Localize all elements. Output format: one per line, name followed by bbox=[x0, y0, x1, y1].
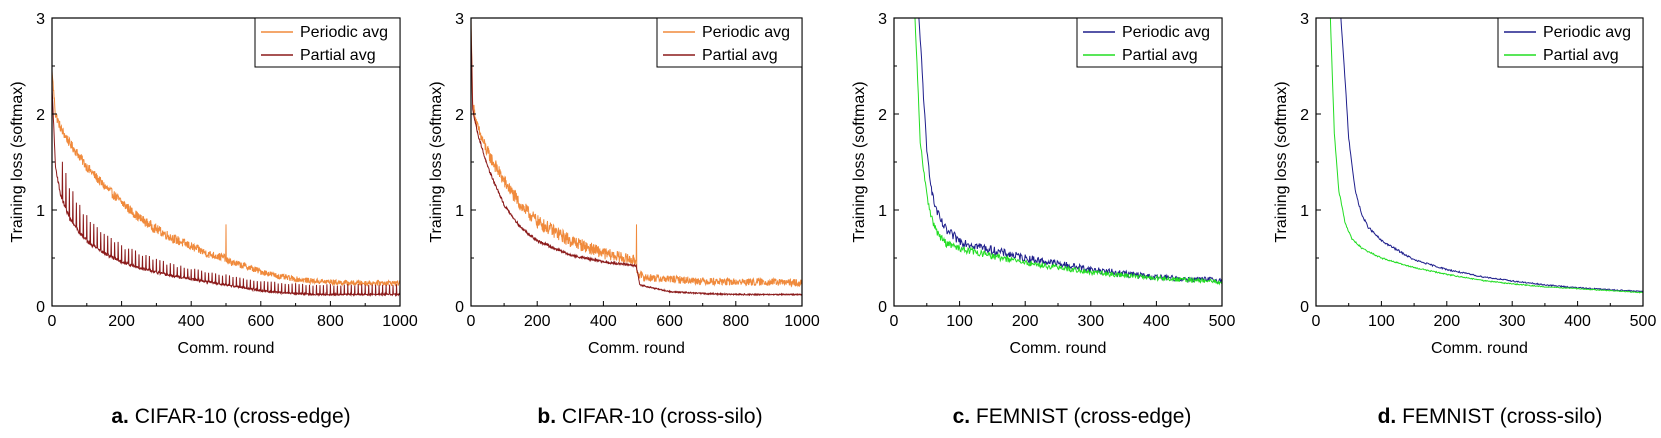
chart-c-xlabel: Comm. round bbox=[1010, 340, 1107, 357]
chart-b: 0 200 400 600 800 1000 0 1 2 3 Comm. round Training… bbox=[428, 11, 820, 357]
chart-b-xtick-label: 1000 bbox=[784, 313, 820, 330]
chart-c-xtick-label: 300 bbox=[1077, 313, 1104, 330]
chart-a-ytick-label: 1 bbox=[36, 203, 45, 220]
chart-b-legend bbox=[656, 17, 803, 68]
chart-a-legend bbox=[254, 17, 401, 68]
chart-a-ytick-label: 0 bbox=[36, 299, 45, 316]
chart-b-xtick-label: 800 bbox=[722, 313, 749, 330]
chart-d-caption-letter: d. bbox=[1377, 405, 1397, 428]
chart-a-ytick-label: 3 bbox=[36, 11, 45, 28]
chart-d-xtick-label: 100 bbox=[1368, 313, 1395, 330]
chart-b-caption: b. CIFAR-10 (cross-silo) bbox=[537, 405, 762, 429]
chart-a-caption-text: CIFAR-10 (cross-edge) bbox=[128, 405, 351, 428]
chart-a-ylabel: Training loss (softmax) bbox=[9, 81, 26, 242]
chart-b-caption-text: CIFAR-10 (cross-silo) bbox=[556, 405, 763, 428]
chart-c-legend-label-0: Periodic avg bbox=[1122, 24, 1210, 41]
chart-d-ytick-label: 1 bbox=[1300, 203, 1309, 220]
chart-a-caption: a. CIFAR-10 (cross-edge) bbox=[111, 405, 350, 429]
chart-b-ytick-label: 2 bbox=[455, 107, 464, 124]
chart-c-ytick-label: 3 bbox=[878, 11, 887, 28]
chart-b-legend-label-1: Partial avg bbox=[702, 47, 778, 64]
chart-a-xlabel: Comm. round bbox=[178, 340, 275, 357]
chart-d-xtick-label: 200 bbox=[1433, 313, 1460, 330]
chart-a-xtick-label: 600 bbox=[247, 313, 274, 330]
chart-c-xtick-label: 200 bbox=[1012, 313, 1039, 330]
chart-d-ytick-label: 0 bbox=[1300, 299, 1309, 316]
chart-c-caption-letter: c. bbox=[952, 405, 971, 428]
chart-c-xtick-label: 500 bbox=[1209, 313, 1236, 330]
chart-d-caption: d. FEMNIST (cross-silo) bbox=[1378, 405, 1603, 429]
chart-d-series-0 bbox=[1340, 18, 1643, 293]
chart-c-ylabel: Training loss (softmax) bbox=[851, 81, 868, 242]
chart-c-xtick-label: 400 bbox=[1143, 313, 1170, 330]
chart-c-caption: c. FEMNIST (cross-edge) bbox=[953, 405, 1192, 429]
chart-d-ytick-label: 2 bbox=[1300, 107, 1309, 124]
chart-d-legend-label-0: Periodic avg bbox=[1543, 24, 1631, 41]
chart-a-xtick-label: 800 bbox=[317, 313, 344, 330]
chart-a-xtick-label: 400 bbox=[178, 313, 205, 330]
chart-b-legend-label-0: Periodic avg bbox=[702, 24, 790, 41]
chart-d: 0 100 200 300 400 500 0 1 2 3 Comm. round Training … bbox=[1273, 11, 1656, 357]
chart-b-ytick-label: 1 bbox=[455, 203, 464, 220]
chart-b-xtick-label: 200 bbox=[524, 313, 551, 330]
chart-b-ylabel: Training loss (softmax) bbox=[428, 81, 445, 242]
chart-b-xtick-label: 600 bbox=[656, 313, 683, 330]
chart-b-caption-letter: b. bbox=[537, 405, 557, 428]
chart-c-caption-text: FEMNIST (cross-edge) bbox=[970, 405, 1192, 428]
chart-c-legend-label-1: Partial avg bbox=[1122, 47, 1198, 64]
chart-d-caption-text: FEMNIST (cross-silo) bbox=[1396, 405, 1603, 428]
chart-a-xtick-label: 1000 bbox=[382, 313, 418, 330]
chart-c-series-1 bbox=[914, 18, 1222, 286]
chart-a-xtick-label: 200 bbox=[108, 313, 135, 330]
chart-b-xlabel: Comm. round bbox=[588, 340, 685, 357]
chart-c-series-0 bbox=[918, 18, 1222, 284]
chart-b-xtick-label: 0 bbox=[467, 313, 476, 330]
chart-d-legend-label-1: Partial avg bbox=[1543, 47, 1619, 64]
chart-d-legend bbox=[1497, 17, 1644, 68]
chart-d-xtick-label: 500 bbox=[1630, 313, 1657, 330]
chart-c: 0 100 200 300 400 500 0 1 2 3 Comm. round Training … bbox=[851, 11, 1235, 357]
chart-c-ytick-label: 2 bbox=[878, 107, 887, 124]
chart-a-legend-label-0: Periodic avg bbox=[300, 24, 388, 41]
chart-b-ytick-label: 3 bbox=[455, 11, 464, 28]
chart-a-xtick-label: 0 bbox=[48, 313, 57, 330]
chart-c-legend bbox=[1076, 17, 1223, 68]
chart-d-series-1 bbox=[1329, 18, 1643, 294]
chart-d-ylabel: Training loss (softmax) bbox=[1273, 81, 1290, 242]
chart-a-caption-letter: a. bbox=[111, 405, 129, 428]
chart-b-series-0 bbox=[471, 18, 802, 288]
chart-b-xtick-label: 400 bbox=[590, 313, 617, 330]
chart-c-xtick-label: 100 bbox=[946, 313, 973, 330]
chart-d-xlabel: Comm. round bbox=[1431, 340, 1528, 357]
chart-c-ytick-label: 0 bbox=[878, 299, 887, 316]
chart-b-ytick-label: 0 bbox=[455, 299, 464, 316]
chart-b-series-1 bbox=[471, 27, 802, 297]
chart-a-ytick-label: 2 bbox=[36, 107, 45, 124]
chart-a: 0 200 400 600 800 1000 0 1 2 3 Comm. round Training… bbox=[9, 11, 418, 357]
chart-d-xtick-label: 0 bbox=[1312, 313, 1321, 330]
chart-d-xtick-label: 300 bbox=[1499, 313, 1526, 330]
chart-a-legend-label-1: Partial avg bbox=[300, 47, 376, 64]
chart-c-xtick-label: 0 bbox=[890, 313, 899, 330]
chart-a-series-0 bbox=[52, 70, 400, 288]
chart-a-series-1 bbox=[52, 85, 400, 298]
chart-c-ytick-label: 1 bbox=[878, 203, 887, 220]
chart-d-xtick-label: 400 bbox=[1564, 313, 1591, 330]
chart-d-ytick-label: 3 bbox=[1300, 11, 1309, 28]
